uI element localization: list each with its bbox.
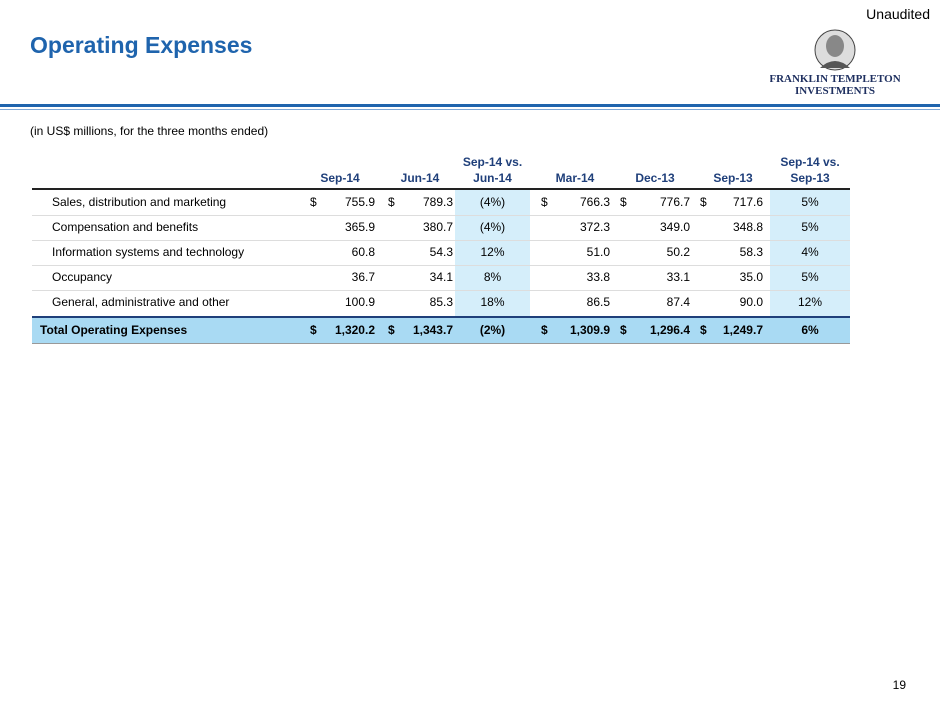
cell-value: 5% — [801, 270, 819, 284]
currency: $ — [388, 323, 395, 337]
currency: $ — [310, 195, 317, 209]
cell-value: 51.0 — [586, 245, 610, 259]
cell-value: 348.8 — [732, 220, 763, 234]
cell-value: 18% — [480, 295, 505, 309]
status: Unaudited — [866, 6, 930, 22]
total-rule — [32, 316, 850, 318]
logo-text: FRANKLIN TEMPLETON — [770, 73, 900, 85]
cell-value: 54.3 — [429, 245, 453, 259]
column-header: Sep-13 — [713, 171, 753, 185]
cell-value: 1,296.4 — [649, 323, 690, 337]
column-header: Dec-13 — [635, 171, 675, 185]
column-header: Sep-14 — [320, 171, 360, 185]
rule — [0, 104, 940, 107]
column-header: Mar-14 — [555, 171, 595, 185]
cell-value: 365.9 — [344, 220, 375, 234]
cell-value: 5% — [801, 195, 819, 209]
cell-value: 60.8 — [351, 245, 375, 259]
subtitle: (in US$ millions, for the three months e… — [30, 124, 269, 138]
cell-value: 1,343.7 — [412, 323, 453, 337]
row-label: General, administrative and other — [52, 295, 230, 309]
total-bottom — [32, 343, 850, 344]
cell-value: 717.6 — [732, 195, 763, 209]
row-label: Information systems and technology — [52, 245, 245, 259]
cell-value: 755.9 — [344, 195, 375, 209]
column-header: Sep-14 vs. — [462, 155, 523, 169]
cell-value: 35.0 — [739, 270, 763, 284]
cell-value: 372.3 — [579, 220, 610, 234]
currency: $ — [541, 195, 548, 209]
cell-value: 4% — [801, 245, 819, 259]
cell-value: 1,320.2 — [334, 323, 375, 337]
total-bg — [32, 318, 850, 343]
cell-value: 34.1 — [429, 270, 453, 284]
cell-value: 50.2 — [666, 245, 690, 259]
row-label: Total Operating Expenses — [40, 323, 188, 337]
cell-value: 766.3 — [579, 195, 610, 209]
title: Operating Expenses — [30, 32, 253, 58]
cell-value: 85.3 — [429, 295, 453, 309]
logo-text: INVESTMENTS — [795, 85, 875, 97]
column-shade — [770, 190, 850, 318]
cell-value: 87.4 — [666, 295, 690, 309]
header-rule — [32, 188, 850, 190]
currency: $ — [700, 323, 707, 337]
column-header: Sep-13 — [790, 171, 830, 185]
cell-value: 8% — [483, 270, 502, 284]
cell-value: 90.0 — [739, 295, 763, 309]
rule — [0, 109, 940, 110]
row-label: Occupancy — [52, 270, 113, 284]
cell-value: 349.0 — [659, 220, 690, 234]
cell-value: 33.1 — [666, 270, 690, 284]
cell-value: (2%) — [479, 323, 506, 337]
currency: $ — [700, 195, 707, 209]
row-label: Compensation and benefits — [52, 220, 199, 234]
currency: $ — [541, 323, 548, 337]
cell-value: 86.5 — [586, 295, 610, 309]
row-rule — [32, 240, 850, 241]
row-label: Sales, distribution and marketing — [52, 195, 227, 209]
cell-value: 776.7 — [659, 195, 690, 209]
cell-value: 789.3 — [422, 195, 453, 209]
cell-value: 1,249.7 — [722, 323, 763, 337]
column-header: Jun-14 — [400, 171, 440, 185]
logo: FRANKLIN TEMPLETON INVESTMENTS — [770, 29, 900, 97]
row-rule — [32, 290, 850, 291]
currency: $ — [388, 195, 395, 209]
page-number: 19 — [892, 678, 906, 692]
cell-value: 33.8 — [586, 270, 610, 284]
column-header: Sep-14 vs. — [780, 155, 840, 169]
cell-value: 36.7 — [351, 270, 375, 284]
currency: $ — [310, 323, 317, 337]
cell-value: 100.9 — [344, 295, 375, 309]
column-header: Jun-14 — [473, 171, 512, 185]
row-rule — [32, 215, 850, 216]
currency: $ — [620, 195, 627, 209]
row-rule — [32, 265, 850, 266]
cell-value: 58.3 — [739, 245, 763, 259]
cell-value: 12% — [797, 295, 823, 309]
cell-value: 1,309.9 — [569, 323, 610, 337]
column-shade — [455, 190, 530, 318]
cell-value: (4%) — [479, 220, 506, 234]
currency: $ — [620, 323, 627, 337]
cell-value: 6% — [801, 323, 819, 337]
cell-value: 380.7 — [422, 220, 453, 234]
cell-value: 5% — [801, 220, 819, 234]
cell-value: (4%) — [479, 195, 506, 209]
cell-value: 12% — [480, 245, 505, 259]
